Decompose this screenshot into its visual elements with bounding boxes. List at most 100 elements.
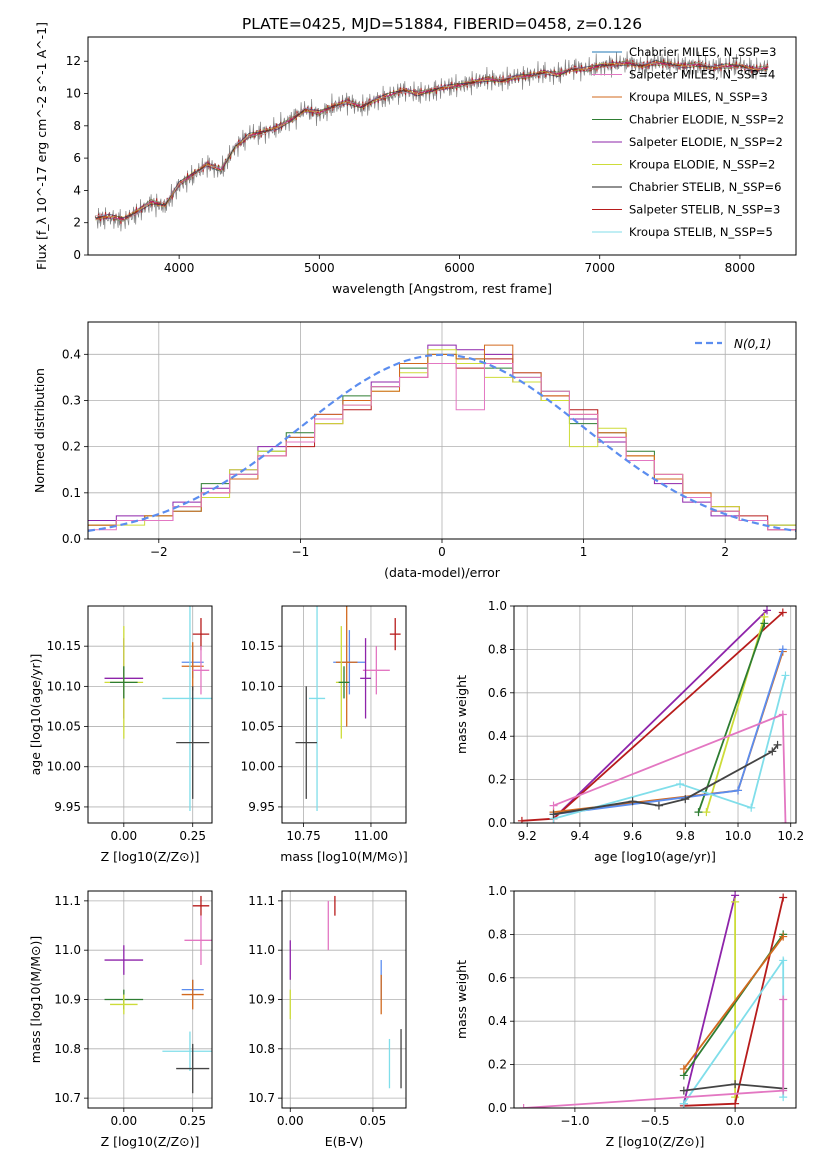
y-tick-label: 0.0 <box>62 532 81 546</box>
chart-panel-8: −1.0 −0.5 0.0 0.0 0.2 0.4 0.6 0.8 1.0 Z [log10(Z/… <box>454 884 797 1149</box>
weight-line-9 <box>553 744 779 816</box>
weight-marker <box>517 816 526 823</box>
weight-marker <box>781 819 790 823</box>
weight-marker <box>779 893 788 902</box>
weight-marker <box>768 747 777 756</box>
model-line-6 <box>94 61 769 221</box>
chart-panel-1: 4000 5000 6000 7000 8000 0 2 4 6 8 10 12 wavelength … <box>34 22 797 296</box>
plot-area <box>519 891 788 1108</box>
x-tick-label: 4000 <box>164 261 195 275</box>
weight-marker <box>679 1099 688 1108</box>
x-tick-label: 0.00 <box>110 829 137 843</box>
chart-panel-2: −2 −1 0 1 2 0.0 0.1 0.2 0.3 0.4 (data-model)/error… <box>32 321 797 580</box>
x-tick-label: 9.8 <box>676 829 695 843</box>
x-tick-label: 0.05 <box>360 1114 387 1128</box>
legend-label-1: Chabrier MILES, N_SSP=3 <box>629 45 776 59</box>
y-tick-label: 0.3 <box>62 393 81 407</box>
chart-title: PLATE=0425, MJD=51884, FIBERID=0458, z=0… <box>242 15 642 33</box>
x-tick-label: 6000 <box>444 261 475 275</box>
x-axis-label: E(B-V) <box>325 1134 364 1149</box>
y-tick-label: 12 <box>66 54 81 68</box>
plot-frame <box>281 605 407 824</box>
y-tick-label: 0.2 <box>62 440 81 454</box>
plot-frame <box>513 605 797 824</box>
weight-line-1 <box>682 895 736 1104</box>
y-tick-label: 0.6 <box>488 686 507 700</box>
y-tick-label: 10.10 <box>241 679 275 693</box>
x-tick-label: 0.00 <box>110 1114 137 1128</box>
weight-marker <box>779 932 788 941</box>
y-axis-label: mass weight <box>454 675 469 754</box>
x-tick-label: −1.0 <box>560 1114 589 1128</box>
legend-label-2: Salpeter MILES, N_SSP=4 <box>629 68 775 82</box>
weight-marker <box>694 808 703 817</box>
y-tick-label: 10.7 <box>248 1091 275 1105</box>
y-tick-label: 0 <box>73 248 81 262</box>
x-tick-label: −0.5 <box>640 1114 669 1128</box>
y-tick-label: 10 <box>66 87 81 101</box>
x-tick-label: 10.2 <box>777 829 804 843</box>
legend-label-9: Kroupa STELIB, N_SSP=5 <box>629 225 773 239</box>
weight-marker <box>778 710 787 719</box>
weight-marker <box>779 956 788 965</box>
y-tick-label: 10.7 <box>54 1091 81 1105</box>
weight-line-7 <box>683 1083 784 1092</box>
plot-area <box>295 606 401 811</box>
x-axis-label: Z [log10(Z/Z⊙)] <box>606 1134 705 1149</box>
y-tick-label: 10.9 <box>248 993 275 1007</box>
y-tick-label: 1.0 <box>488 599 507 613</box>
model-line-4 <box>94 60 769 222</box>
plot-area <box>104 606 212 811</box>
plot-frame <box>513 890 797 1109</box>
x-tick-label: 9.6 <box>623 829 642 843</box>
x-tick-label: 0.25 <box>179 1114 206 1128</box>
weight-line-7 <box>553 675 787 820</box>
plot-area <box>104 895 212 1094</box>
y-axis-label: Flux [f_λ 10^-17 erg cm^-2 s^-1 A^-1] <box>34 22 49 270</box>
y-tick-label: 11.0 <box>248 943 275 957</box>
weight-marker <box>654 801 663 810</box>
weight-line-4 <box>697 623 766 813</box>
y-axis-label: Normed distribution <box>32 368 47 493</box>
y-tick-label: 10.15 <box>241 639 275 653</box>
plot-frame <box>281 890 407 1109</box>
y-tick-label: 0.8 <box>488 927 507 941</box>
y-tick-label: 0.4 <box>488 1014 507 1028</box>
weight-marker <box>763 606 772 615</box>
chart-panel-7: 0.00 0.05 10.7 10.8 10.9 11.0 11.1 E(B-V) <box>248 890 407 1149</box>
y-axis-label: mass weight <box>454 960 469 1039</box>
x-tick-label: 5000 <box>304 261 335 275</box>
x-axis-label: age [log10(age/yr)] <box>594 849 716 864</box>
plot-area <box>88 344 796 539</box>
x-tick-label: 0.25 <box>179 829 206 843</box>
weight-line-1 <box>552 609 768 820</box>
x-tick-label: 0.0 <box>726 1114 745 1128</box>
plot-area <box>289 895 402 1089</box>
legend-label-8: Salpeter STELIB, N_SSP=3 <box>629 203 780 217</box>
y-axis-label: mass [log10(M/M⊙)] <box>28 936 43 1064</box>
spectrum-data-line <box>94 49 769 232</box>
y-tick-label: 10.8 <box>248 1042 275 1056</box>
y-tick-label: 2 <box>73 216 81 230</box>
plot-frame <box>87 36 797 256</box>
y-tick-label: 10.9 <box>54 993 81 1007</box>
model-line-7 <box>94 60 769 219</box>
y-tick-label: 0.2 <box>488 773 507 787</box>
plot-frame <box>87 605 213 824</box>
x-axis-label: Z [log10(Z/Z⊙)] <box>101 849 200 864</box>
x-tick-label: −1 <box>292 545 310 559</box>
chart-panel-5: 9.2 9.4 9.6 9.8 10.0 10.2 0.0 0.2 0.4 0.6 0.8 1.0 ag… <box>454 599 804 864</box>
y-tick-label: 0.2 <box>488 1058 507 1072</box>
plot-frame <box>87 321 797 540</box>
legend-label-6: Kroupa ELODIE, N_SSP=2 <box>629 158 775 172</box>
legend-label-5: Salpeter ELODIE, N_SSP=2 <box>629 135 783 149</box>
weight-marker <box>676 779 685 788</box>
weight-marker <box>731 1099 740 1108</box>
y-tick-label: 0.1 <box>62 486 81 500</box>
weight-line-2 <box>521 611 784 822</box>
x-tick-label: 9.2 <box>518 829 537 843</box>
y-tick-label: 10.00 <box>241 760 275 774</box>
x-tick-label: 7000 <box>584 261 615 275</box>
weight-marker <box>679 1064 688 1073</box>
